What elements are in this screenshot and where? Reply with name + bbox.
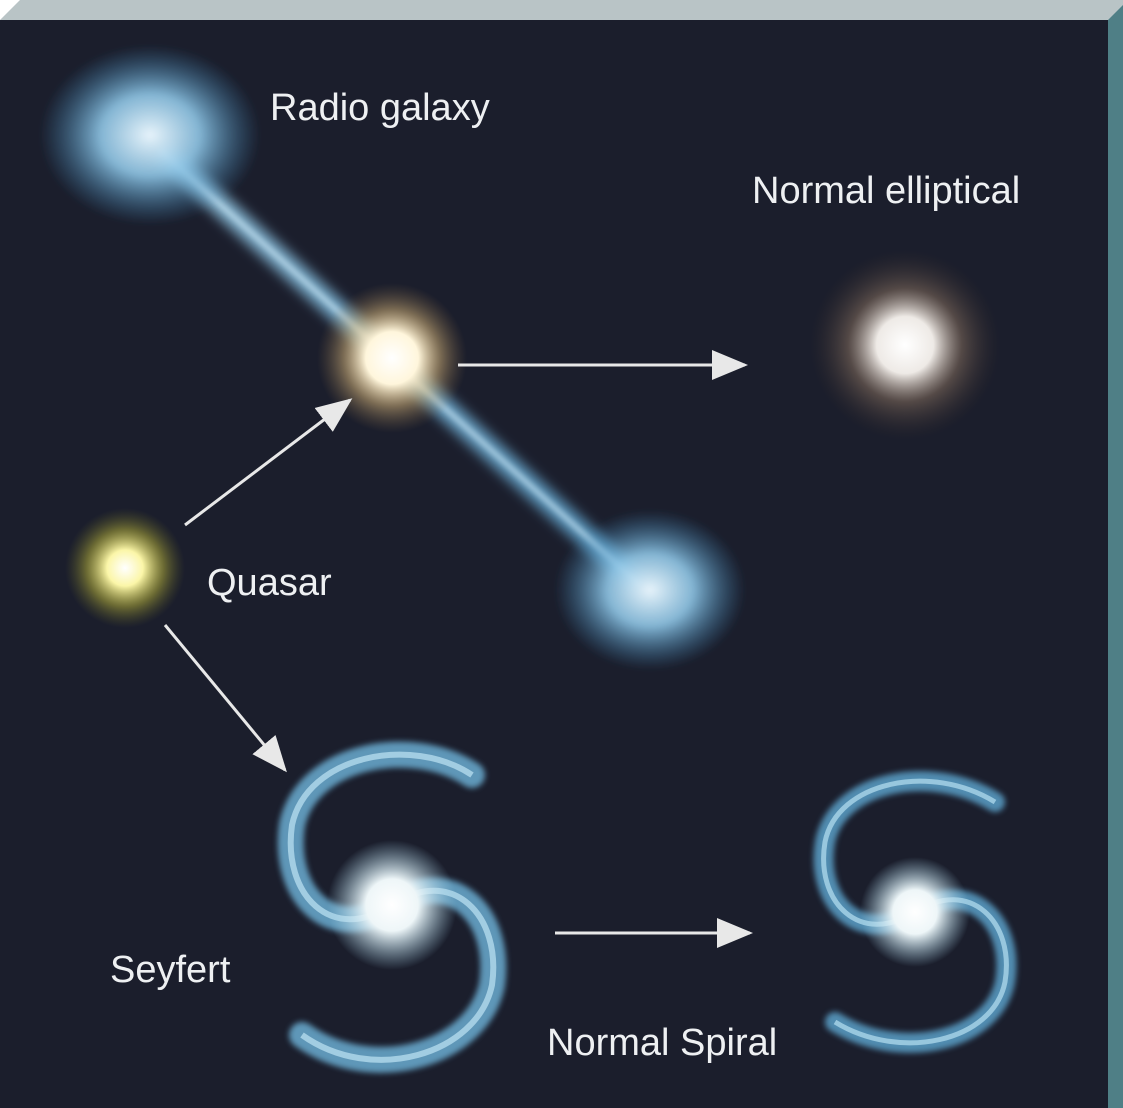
label: Quasar	[207, 562, 332, 604]
label: Normal Spiral	[547, 1022, 777, 1064]
frame-side	[1108, 5, 1123, 1108]
frame-top	[0, 0, 1123, 20]
label: Seyfert	[110, 949, 231, 991]
diagram: Radio galaxy Normal elliptical Quasar Se…	[0, 0, 1123, 1108]
label: Normal elliptical	[752, 170, 1020, 212]
elliptical-galaxy	[810, 250, 1000, 440]
quasar	[65, 508, 185, 628]
label: Radio galaxy	[270, 87, 490, 129]
